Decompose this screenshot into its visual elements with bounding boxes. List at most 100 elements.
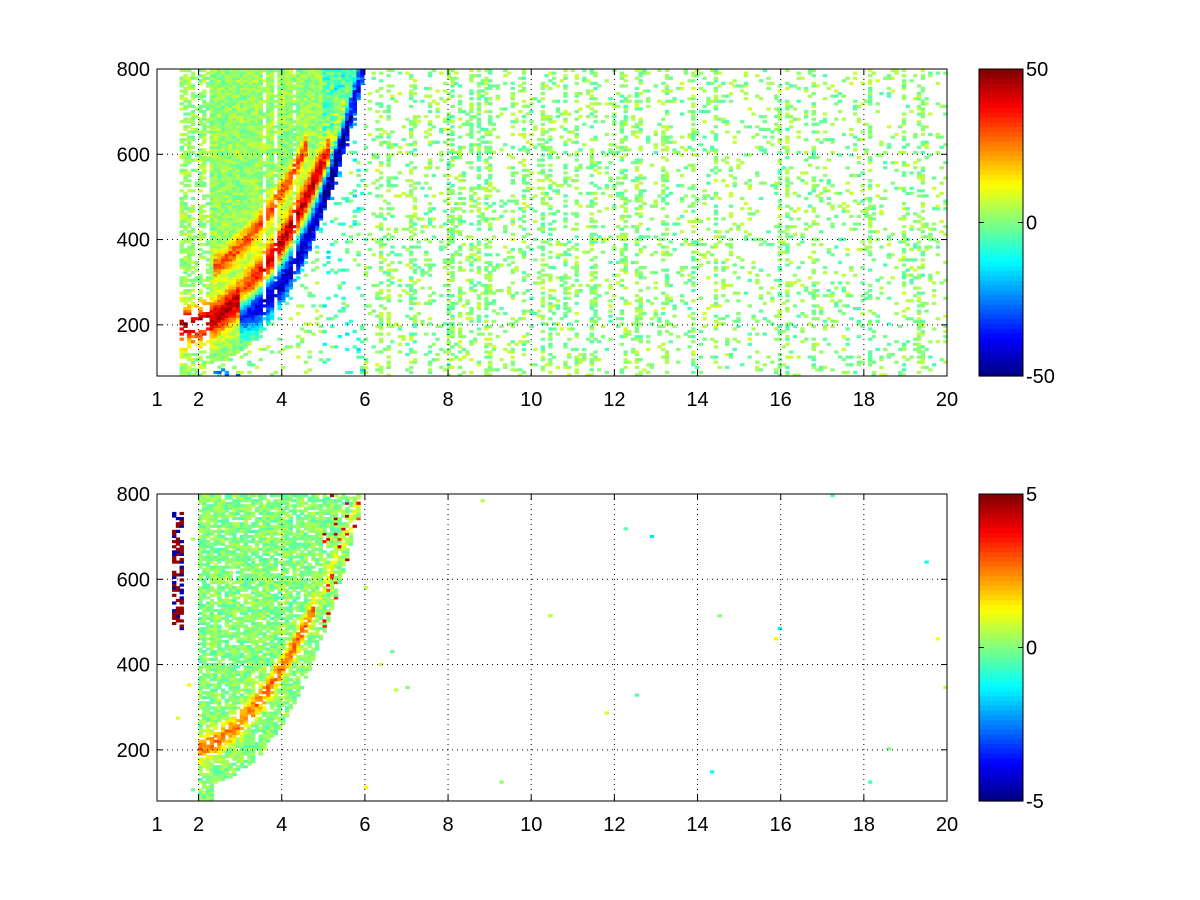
heatmap-cell [484,81,489,85]
heatmap-cell [488,350,493,354]
heatmap-cell [202,222,207,226]
heatmap-cell [341,132,346,137]
heatmap-cell [518,317,523,321]
heatmap-cell [183,176,188,180]
heatmap-cell [209,130,215,134]
heatmap-cell [183,363,188,367]
heatmap-cell [299,214,305,218]
heatmap-cell [220,248,226,252]
heatmap-cell [420,225,425,229]
heatmap-cell [296,214,301,218]
heatmap-cell [251,245,256,249]
heatmap-cell [318,122,324,126]
heatmap-cell [299,117,305,121]
heatmap-cell [311,176,316,180]
heatmap-cell [330,76,335,80]
heatmap-cell [198,278,203,282]
heatmap-cell [254,286,260,290]
heatmap-cell [299,263,305,267]
heatmap-cell [491,309,497,313]
heatmap-cell [311,138,316,142]
heatmap-cell [198,291,203,295]
heatmap-cell [213,248,218,252]
heatmap-cell [360,69,365,73]
heatmap-cell [209,166,215,170]
heatmap-cell [307,291,312,295]
heatmap-cell [266,312,271,316]
heatmap-cell [311,99,316,103]
heatmap-cell [198,281,203,285]
heatmap-cell [228,304,233,308]
heatmap-cell [183,309,188,313]
heatmap-cell [239,232,245,236]
heatmap-cell [521,173,527,178]
heatmap-cell [375,168,380,172]
heatmap-cell [529,296,534,300]
heatmap-cell [209,314,215,318]
heatmap-cell [281,232,286,236]
heatmap-cell [228,317,233,321]
heatmap-cell [296,342,301,346]
heatmap-cell [236,258,241,262]
heatmap-cell [213,109,218,114]
heatmap-cell [217,79,222,83]
heatmap-cell [322,89,327,93]
heatmap-cell [266,138,271,142]
heatmap-cell [356,81,361,85]
heatmap-cell [345,92,350,96]
heatmap-cell [473,186,478,190]
heatmap-cell [247,79,252,83]
heatmap-cell [326,138,331,142]
heatmap-cell [454,202,459,206]
heatmap-cell [243,71,248,75]
heatmap-cell [457,155,463,160]
heatmap-cell [409,130,414,134]
heatmap-cell [322,135,327,139]
heatmap-cell [228,69,233,73]
heatmap-cell [228,173,233,178]
heatmap-cell [427,240,433,244]
heatmap-cell [311,115,316,119]
heatmap-cell [228,158,233,162]
heatmap-cell [371,283,376,288]
heatmap-cell [277,102,282,106]
heatmap-cell [228,155,233,160]
heatmap-cell [525,340,531,344]
heatmap-cell [224,127,230,131]
heatmap-cell [348,97,354,101]
heatmap-cell [236,94,241,98]
heatmap-cell [202,235,207,239]
heatmap-cell [412,214,418,218]
heatmap-cell [190,104,196,108]
heatmap-cell [442,245,448,249]
heatmap-cell [360,365,365,369]
heatmap-cell [333,145,339,149]
heatmap-cell [296,94,301,98]
heatmap-cell [269,163,275,167]
heatmap-cell [446,163,452,167]
heatmap-cell [307,248,312,252]
heatmap-cell [220,166,226,170]
heatmap-cell [194,115,199,119]
heatmap-cell [239,125,245,129]
heatmap-cell [540,322,546,326]
heatmap-cell [254,301,260,305]
heatmap-cell [311,153,316,157]
heatmap-cell [322,112,327,116]
heatmap-cell [251,117,256,121]
heatmap-cell [277,289,282,293]
heatmap-cell [352,104,357,108]
heatmap-cell [277,181,282,185]
heatmap-cell [420,268,425,272]
heatmap-cell [213,281,218,285]
heatmap-cell [198,342,203,346]
heatmap-cell [239,355,245,359]
heatmap-cell [258,212,263,216]
heatmap-cell [224,130,230,134]
heatmap-cell [236,115,241,119]
heatmap-cell [269,84,275,88]
heatmap-cell [491,265,497,270]
heatmap-cell [266,227,271,231]
heatmap-cell [484,189,489,193]
heatmap-cell [514,120,519,124]
